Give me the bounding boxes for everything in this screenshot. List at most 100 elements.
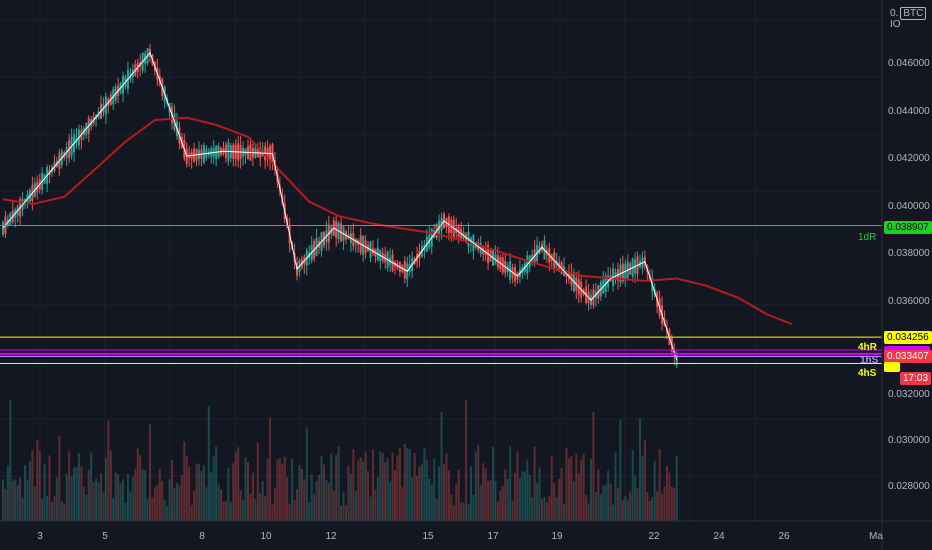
volume-bar [278,458,281,521]
volume-bar [220,489,223,521]
volume-bar [242,500,245,521]
volume-bar [585,494,588,521]
volume-bar [359,457,362,521]
level-label-1hS: 1hS [860,355,879,366]
volume-bar [526,459,529,521]
volume-bar [239,490,242,521]
volume-bar [521,471,524,521]
volume-bar [95,478,98,521]
volume-bar [342,491,345,521]
volume-bar [2,479,4,521]
symbol-label[interactable]: 0. BTC IO [890,7,932,30]
volume-bar [129,491,132,521]
level-label-1dR: 1dR [858,232,877,243]
volume-bar [484,468,487,521]
volume-bar [587,503,590,521]
volume-bar [85,494,88,521]
volume-bar [33,486,36,521]
volume-bar [63,504,66,521]
volume-bar [501,486,504,521]
volume-bar [465,399,468,521]
volume-bar [352,448,355,521]
volume-bar [251,472,254,521]
volume-bar [149,424,151,521]
volume-bar [396,455,399,521]
volume-bar [222,501,225,521]
volume-bar [543,496,546,521]
x-tick: 22 [648,531,660,542]
volume-bar [673,487,676,521]
volume-bar [60,501,63,521]
volume-bar [553,482,556,521]
volume-bar [38,450,41,521]
volume-bar [523,471,526,521]
volume-bar [489,480,492,521]
volume-bar [582,453,585,521]
volume-bar [205,487,208,521]
volume-bar [447,470,450,521]
volume-bar [668,472,671,521]
volume-bar [224,501,227,521]
volume-bar [313,494,316,521]
volume-bar [413,453,416,521]
candles [2,43,678,369]
volume-bar [126,473,129,521]
volume-bar [482,463,485,521]
volume-bar [443,464,445,521]
symbol-prefix: 0. [890,8,899,19]
volume-bar [198,463,200,521]
volume-bar [550,455,553,521]
volume-bar [183,441,186,521]
volume-bar [509,446,512,521]
volume-bar [369,496,372,521]
volume-bar [577,473,580,521]
volume-bar [391,452,394,521]
volume-bar [518,477,521,521]
volume-bar [131,476,134,521]
volume-bar [114,472,117,521]
volume-bars [2,399,678,521]
volume-bar [457,469,460,521]
volume-bar [80,466,83,521]
volume-bar [303,479,306,521]
volume-bar [156,484,159,521]
volume-bar [273,488,276,521]
volume-bar [538,467,541,521]
volume-bar [308,502,311,521]
volume-bar [330,453,333,521]
volume-bar [249,493,252,521]
volume-bar [141,469,144,521]
volume-bar [24,465,27,521]
volume-bar [163,499,166,521]
volume-bar [506,479,509,521]
volume-bar [604,484,607,521]
volume-bar [367,471,370,521]
volume-bar [166,505,169,521]
volume-bar [315,480,318,521]
volume-bar [14,479,17,521]
volume-bar [663,486,666,521]
volume-bar [499,490,502,521]
level-label-4hR: 4hR [858,342,877,353]
volume-bar [450,494,453,521]
volume-bar [379,451,382,521]
volume-bar [276,459,279,521]
volume-bar [55,477,58,521]
volume-bar [597,469,600,521]
volume-bar [345,505,347,521]
volume-bar [180,474,183,521]
volume-bar [643,440,646,521]
volume-bar [406,447,409,521]
volume-bar [119,483,122,521]
x-tick: 8 [199,531,205,542]
volume-bar [658,449,661,521]
x-tick: 19 [551,531,563,542]
volume-bar [455,483,458,521]
volume-bar [349,473,352,521]
volume-bar [136,448,139,521]
volume-bar [425,459,428,521]
volume-bar [394,470,396,521]
volume-bar [531,497,534,521]
volume-bar [398,447,401,521]
